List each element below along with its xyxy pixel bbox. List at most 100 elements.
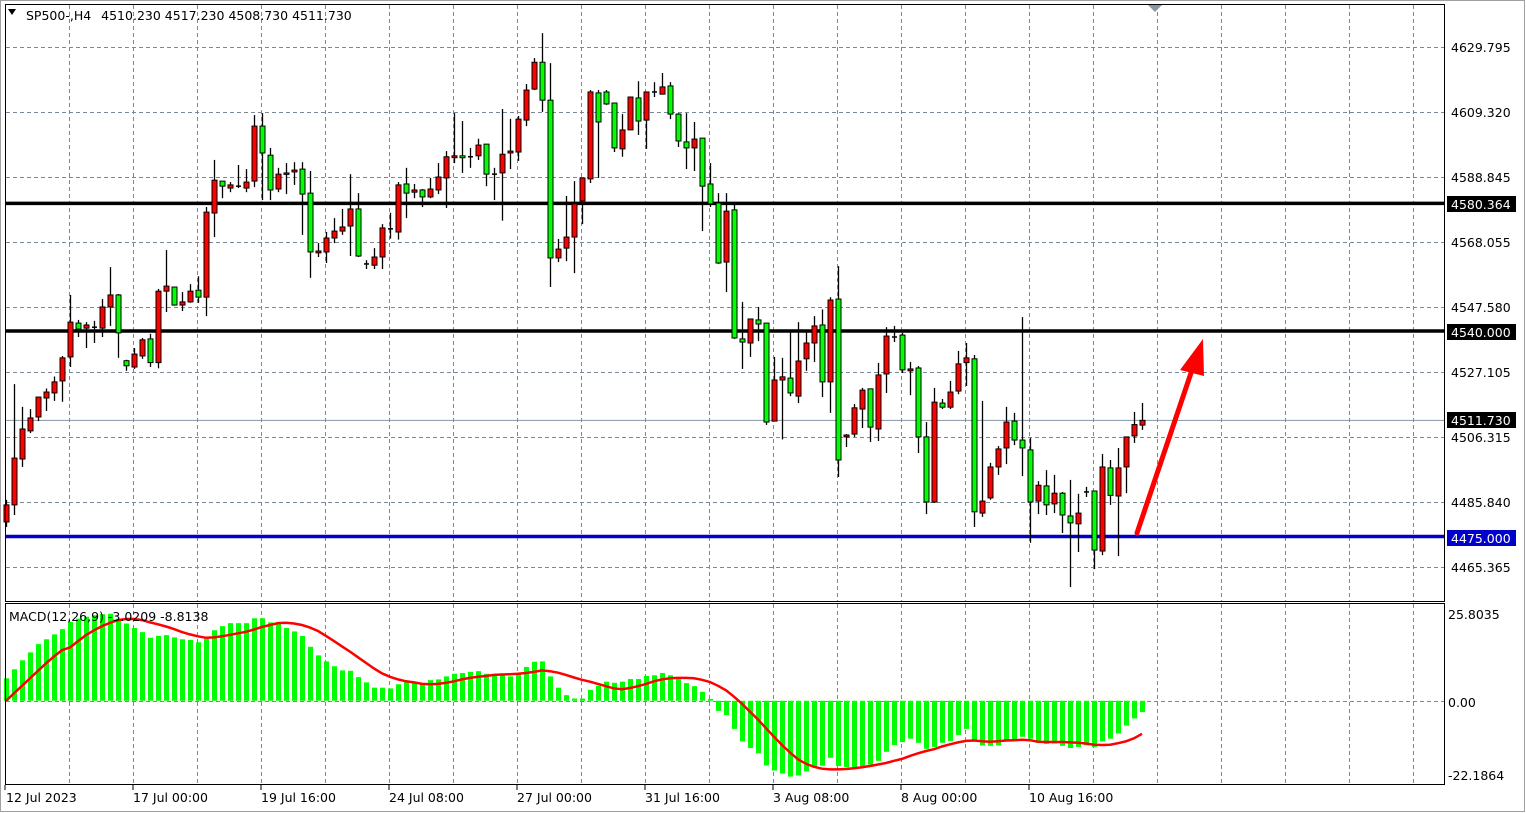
candle-body [835,298,842,461]
candle [763,322,770,425]
candle [459,121,466,173]
candle [659,72,666,95]
candle-body [843,434,850,438]
candle [907,361,914,396]
time-tick: 19 Jul 16:00 [261,790,336,805]
macd-histogram-bar [852,700,857,768]
candle-body [675,113,682,142]
macd-histogram-bar [860,700,865,767]
candle [275,167,282,193]
level-label-support: 4475.000 [1447,530,1516,546]
macd-histogram-bar [868,700,873,765]
macd-histogram-bar [716,700,721,711]
candle [755,306,762,342]
dropdown-triangle-icon[interactable] [8,9,16,15]
symbol-timeframe: SP500-,H4 [26,8,91,23]
candle [11,384,18,515]
candle [531,58,538,91]
macd-histogram-bar [52,634,57,701]
candle [75,319,82,337]
macd-histogram-bar [1132,700,1137,719]
candle-body [1107,467,1114,496]
candle [835,266,842,478]
candle [299,162,306,235]
macd-histogram-bar [564,695,569,701]
macd-histogram-bar [332,666,337,701]
candle [43,388,50,411]
candle [963,342,970,386]
candle-body [43,391,50,399]
candle-body [323,237,330,253]
main-pane-border [5,4,1445,602]
candle-body [571,203,578,238]
macd-histogram-bar [524,667,529,701]
candle-body [1067,515,1074,524]
candle [875,362,882,442]
macd-histogram-bar [484,673,489,701]
svg-text:4475.000: 4475.000 [1451,531,1511,546]
macd-histogram-bar [476,671,481,701]
candle-body [627,96,634,131]
macd-histogram-bar [740,700,745,742]
candle-body [251,125,258,182]
macd-histogram-bar [324,661,329,701]
candle-body [1091,490,1098,551]
macd-histogram-bar [1092,700,1097,747]
candle-body [731,209,738,339]
candle-body [1051,492,1058,505]
candle [403,167,410,219]
macd-histogram-bar [900,700,905,743]
macd-histogram-bar [316,655,321,701]
candle-body [259,125,266,154]
candle [803,330,810,371]
up-arrow-annotation[interactable] [1134,339,1204,536]
candle-body [1011,420,1018,441]
macd-histogram-bar [932,700,937,747]
candle [715,193,722,264]
candle [19,406,26,467]
candle [747,318,754,357]
price-tick: 4588.845 [1451,170,1511,185]
candle-body [1115,467,1122,497]
candle-body [795,360,802,397]
candle [155,288,162,369]
ohlc-high: 4517.230 [165,8,225,23]
chart-shift-marker-icon[interactable] [1148,5,1162,12]
candle-body [203,211,210,298]
macd-histogram-bar [948,700,953,741]
candle [107,267,114,326]
candle-body [75,322,82,330]
candle-body [723,210,730,263]
candle-body [587,91,594,180]
candle [723,193,730,293]
candle [563,195,570,262]
candle-body [267,154,274,191]
chart-header: SP500-,H4 4510.230 4517.230 4508.730 451… [26,8,352,23]
macd-histogram-bar [284,628,289,701]
macd-histogram-bar [748,700,753,749]
candle [739,301,746,369]
candle [1123,436,1130,494]
candle [819,309,826,398]
candle-body [867,388,874,428]
candle-body [315,250,322,254]
level-label-resistance-1: 4580.364 [1447,196,1516,212]
candle-body [411,189,418,193]
macd-histogram-bar [468,671,473,701]
candle-body [699,137,706,187]
macd-histogram-bar [516,673,521,701]
macd-histogram-bar [612,682,617,701]
macd-histogram-bar [1044,700,1049,744]
macd-histogram-bar [444,676,449,701]
candle [323,232,330,264]
time-tick: 17 Jul 00:00 [133,790,208,805]
candle-body [99,306,106,329]
macd-histogram-bar [836,700,841,767]
macd-histogram-bar [148,637,153,701]
candle [611,102,618,153]
macd-histogram-bar [916,700,921,743]
macd-histogram-bar [588,689,593,701]
macd-histogram-bar [164,635,169,701]
macd-histogram-bar [140,632,145,701]
